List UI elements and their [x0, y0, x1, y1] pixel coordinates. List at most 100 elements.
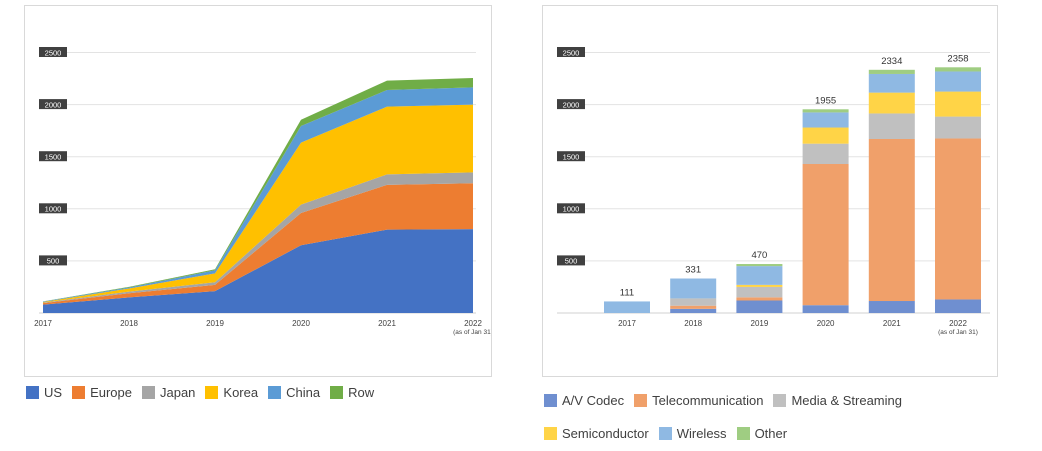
legend-label: US: [44, 385, 63, 400]
bar-segment-a-v-codec: [935, 299, 981, 313]
legend-label: Media & Streaming: [791, 393, 902, 408]
legend-label: Korea: [223, 385, 259, 400]
legend-swatch: [544, 427, 557, 440]
bar-chart-ytick-label: 500: [565, 257, 578, 266]
legend-swatch: [26, 386, 39, 399]
legend-label: Telecommunication: [652, 393, 764, 408]
bar-segment-media-streaming: [802, 143, 849, 164]
area-chart-legend-item: Korea: [205, 385, 258, 400]
area-chart-ytick-label: 500: [47, 257, 60, 266]
bar-segment-other: [736, 264, 783, 267]
bar-segment-a-v-codec: [802, 305, 849, 313]
bar-chart-xtick-label: 2020: [817, 319, 835, 328]
area-chart-ytick-label: 2500: [45, 48, 62, 57]
bar-segment-semiconductor: [935, 91, 981, 117]
bar-total-label: 1955: [815, 95, 836, 106]
area-series-korea: [43, 104, 473, 303]
bar-segment-telecommunication: [736, 297, 783, 301]
legend-swatch: [736, 427, 750, 440]
bar-chart-ytick-label: 2000: [563, 100, 580, 109]
bar-segment-media-streaming: [868, 113, 915, 139]
bar-segment-semiconductor: [868, 92, 915, 114]
bar-total-label: 111: [620, 287, 634, 298]
legend-swatch: [205, 386, 219, 399]
bar-chart-ytick-bg: [557, 203, 585, 214]
legend-swatch: [773, 394, 787, 407]
area-chart-xtick-label: 2018: [120, 319, 138, 328]
bar-segment-a-v-codec: [868, 301, 915, 313]
area-chart-ytick-bg: [39, 255, 67, 266]
area-chart-xtick-label: 2020: [292, 319, 310, 328]
area-chart-ytick-label: 2000: [45, 100, 62, 109]
area-chart-ytick-label: 1500: [45, 153, 62, 162]
area-chart-ytick-bg: [39, 47, 67, 57]
bar-chart-panel: 500 1000 1500 2000 2500 111 331 470 1955 2334 2358…: [542, 5, 998, 377]
bar-segment-wireless: [670, 278, 717, 299]
bar-segment-wireless: [604, 301, 650, 313]
bar-chart-ytick-bg: [557, 99, 585, 110]
area-chart-ytick-bg: [39, 203, 67, 214]
legend-label: Other: [754, 426, 788, 441]
area-chart-legend-item: Japan: [141, 385, 195, 400]
bar-total-label: 2358: [947, 53, 968, 64]
area-chart-ytick-bg: [39, 151, 67, 162]
area-chart-ytick-bg: [39, 99, 67, 110]
area-chart-xtick-label: 2019: [206, 319, 224, 328]
bar-chart-xtick-label: 2019: [751, 319, 769, 328]
legend-label: A/V Codec: [562, 393, 625, 408]
bar-segment-media-streaming: [670, 298, 717, 306]
bar-segment-semiconductor: [802, 127, 849, 144]
bar-chart-xtick-label: 2018: [684, 319, 702, 328]
legend-swatch: [634, 394, 648, 407]
bar-segment-a-v-codec: [670, 308, 717, 313]
area-chart-legend-item: Europe: [72, 385, 132, 400]
legend-label: Wireless: [676, 426, 727, 441]
area-chart-xtick-label: 2022: [464, 319, 482, 328]
legend-swatch: [330, 386, 344, 399]
area-chart-ytick-label: 1000: [45, 205, 62, 214]
legend-swatch: [72, 386, 86, 399]
area-chart-xtick-label: 2021: [378, 319, 396, 328]
bar-chart-ytick-bg: [557, 47, 585, 57]
bar-segment-media-streaming: [935, 116, 981, 139]
area-chart-xtick-sublabel: (as of Jan 31): [453, 329, 491, 336]
bar-chart-ytick-label: 1500: [563, 153, 580, 162]
bar-total-label: 2334: [881, 56, 902, 67]
bar-chart-legend-item: Wireless: [658, 418, 727, 449]
bar-chart-legend-item: Other: [736, 418, 788, 449]
bar-segment-media-streaming: [736, 286, 783, 298]
legend-swatch: [658, 427, 672, 440]
bar-segment-wireless: [935, 71, 981, 92]
bar-chart-xtick-label: 2022: [949, 319, 967, 328]
area-series-us: [43, 229, 473, 313]
bar-chart-legend: A/V Codec Telecommunication Media & Stream…: [544, 385, 1024, 451]
bar-segment-telecommunication: [670, 305, 717, 309]
area-chart: 500 1000 1500 2000 2500 2017 2018 2019 2020 2021 2…: [34, 47, 493, 336]
bar-segment-other: [868, 69, 915, 74]
bar-total-label: 331: [685, 265, 701, 276]
area-series-europe: [43, 183, 473, 305]
bar-segment-wireless: [868, 73, 915, 93]
stacked-bar-chart: 500 1000 1500 2000 2500 111 331 470 1955 2334 2358…: [557, 47, 990, 336]
bar-chart-legend-item: A/V Codec: [544, 385, 624, 416]
area-chart-legend-item: Row: [330, 385, 374, 400]
bar-segment-other: [935, 67, 981, 72]
bar-chart-ytick-bg: [557, 255, 585, 266]
legend-label: China: [286, 385, 321, 400]
bar-total-label: 470: [751, 250, 767, 261]
bar-chart-ytick-label: 1000: [563, 205, 580, 214]
bar-segment-telecommunication: [802, 163, 849, 306]
area-chart-legend-item: China: [268, 385, 320, 400]
bar-chart-legend-item: Media & Streaming: [773, 385, 902, 416]
legend-label: Semiconductor: [562, 426, 649, 441]
bar-segment-a-v-codec: [736, 300, 783, 313]
bar-segment-telecommunication: [935, 138, 981, 300]
bar-segment-semiconductor: [736, 284, 783, 287]
area-chart-xtick-label: 2017: [34, 319, 52, 328]
legend-label: Row: [348, 385, 375, 400]
bar-segment-wireless: [802, 112, 849, 128]
area-chart-legend-item: US: [26, 385, 62, 400]
bar-segment-telecommunication: [868, 138, 915, 302]
legend-swatch: [268, 386, 282, 399]
bar-chart-legend-item: Semiconductor: [544, 418, 649, 449]
